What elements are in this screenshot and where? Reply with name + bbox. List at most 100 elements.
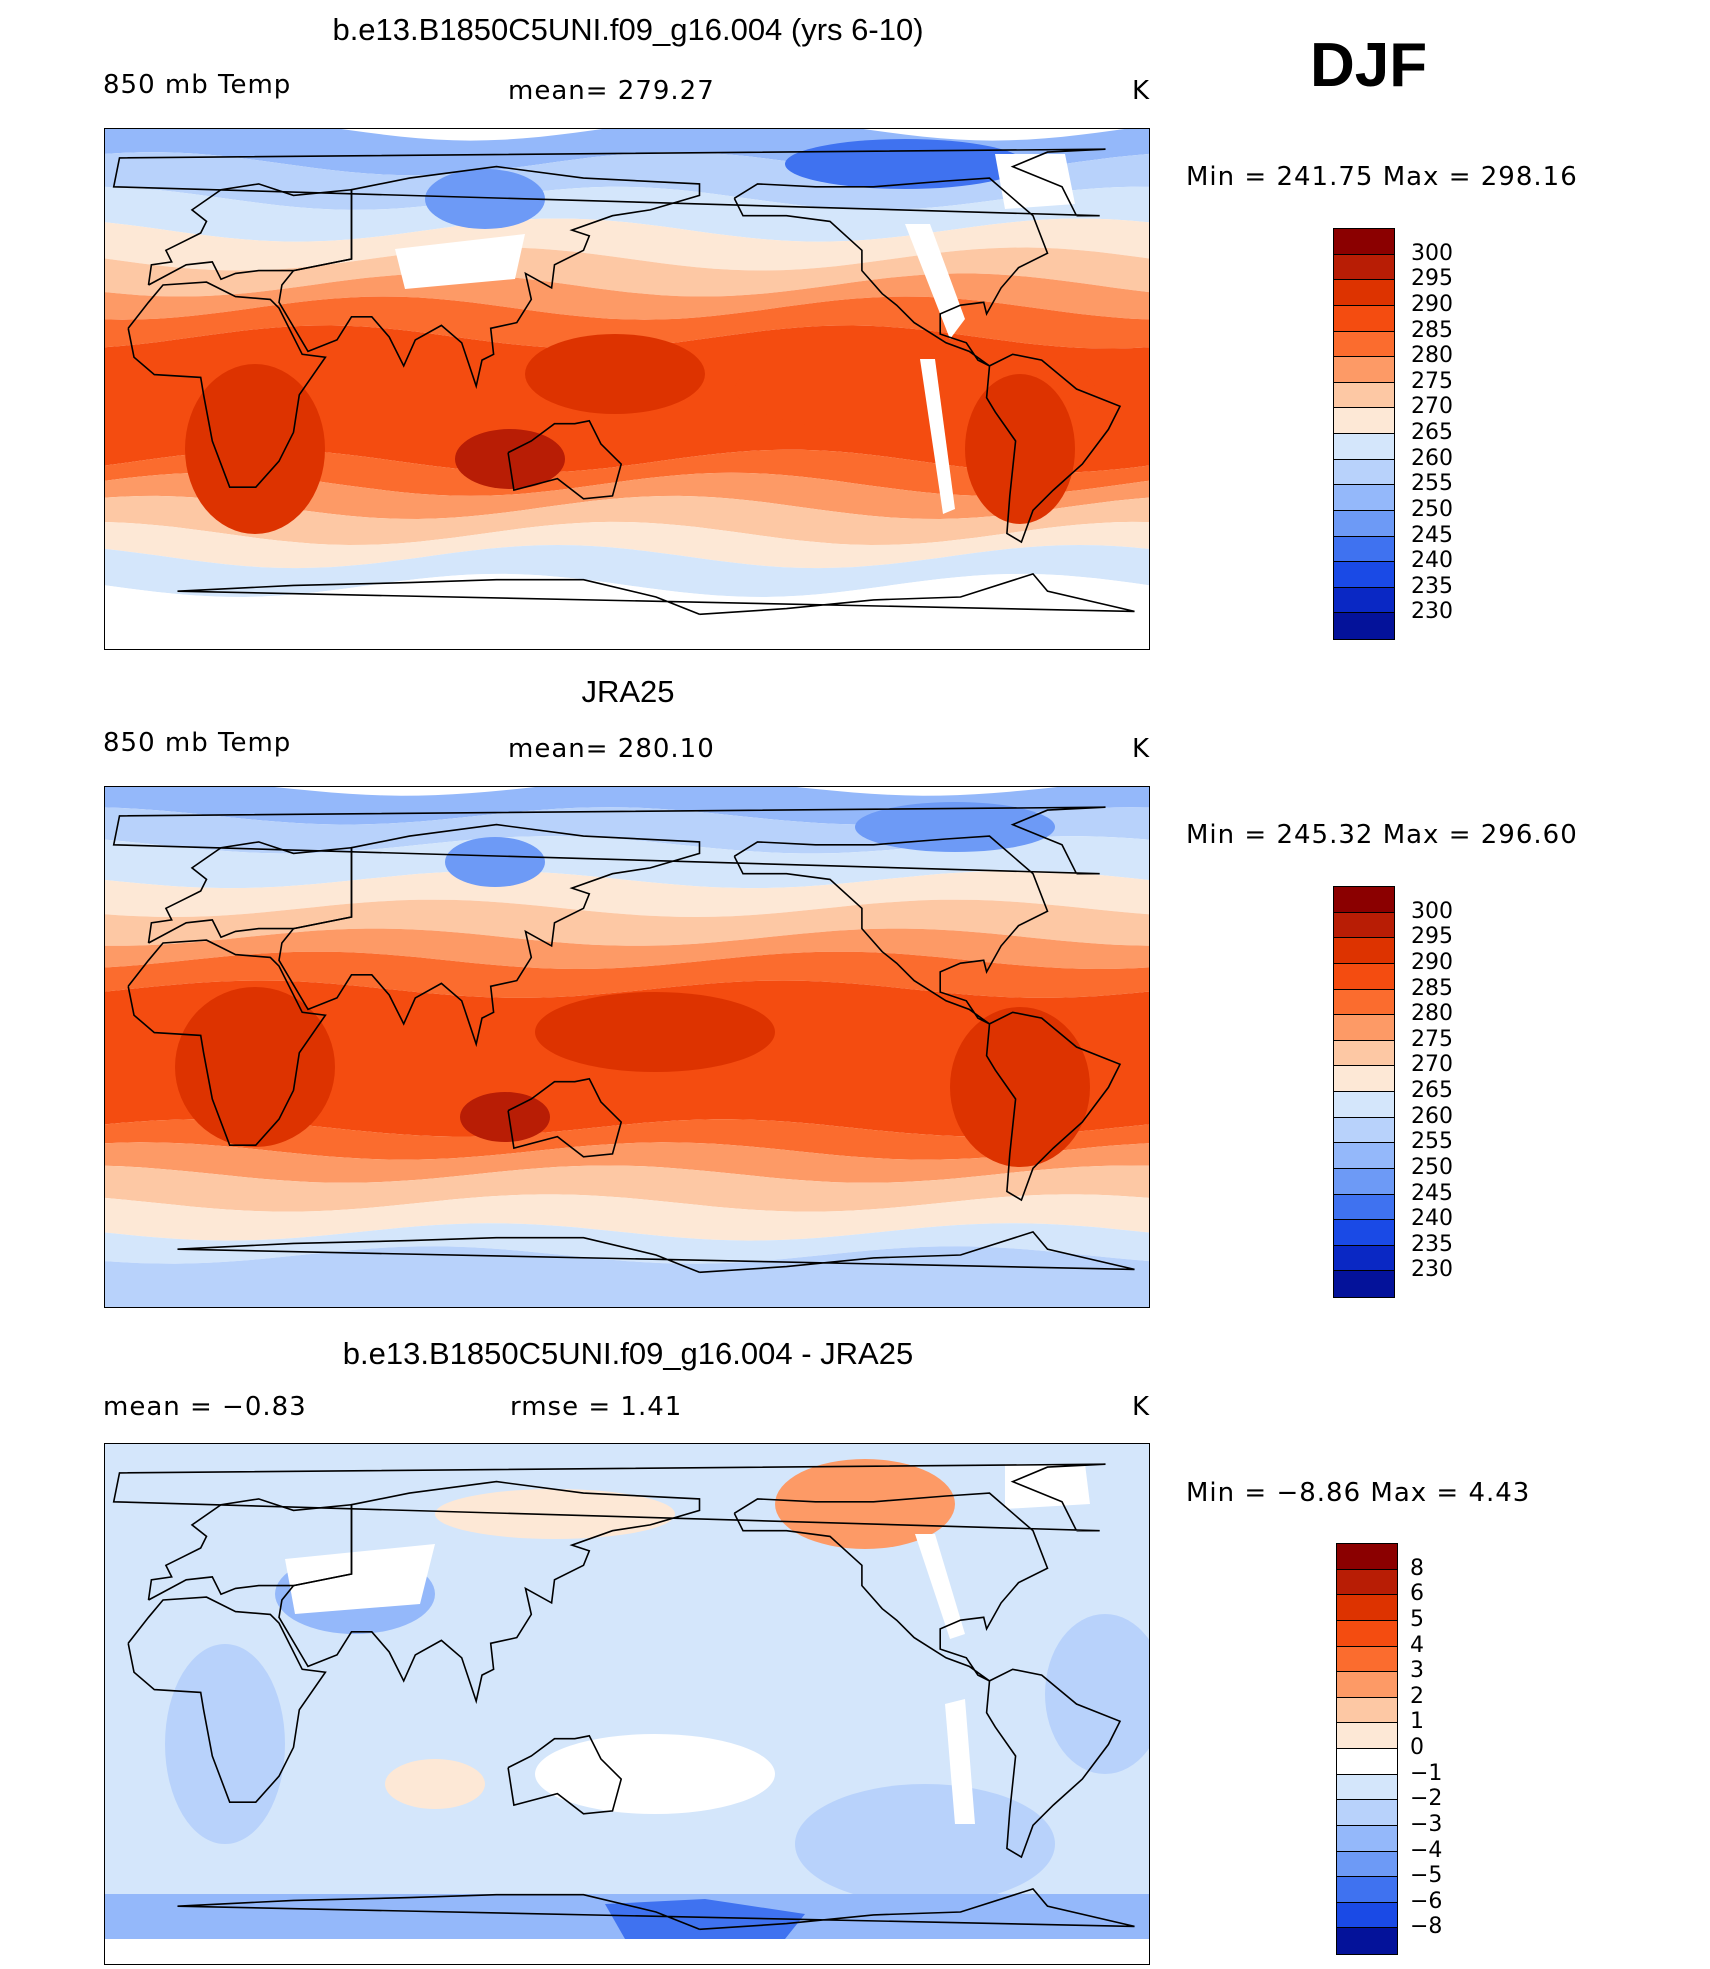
colorbar-swatch (1334, 1245, 1394, 1272)
colorbar-label: 300 (1411, 240, 1453, 266)
season-label: DJF (1310, 31, 1428, 100)
colorbar-swatch (1334, 459, 1394, 486)
temperature-band (105, 521, 1149, 569)
panel-3-map (104, 1443, 1150, 1965)
field-blob (425, 169, 545, 229)
temperature-band (105, 1246, 1149, 1307)
panel-3-title: b.e13.B1850C5UNI.f09_g16.004 - JRA25 (342, 1336, 914, 1371)
colorbar-label: 280 (1411, 343, 1453, 369)
coastline-europe (147, 1498, 353, 1601)
field-blob (950, 1007, 1090, 1167)
colorbar-label: 285 (1411, 317, 1453, 343)
temperature-band (105, 273, 1149, 320)
panel-3-rmse-label: rmse = 1.41 (510, 1392, 683, 1422)
colorbar-swatch (1337, 1877, 1397, 1903)
colorbar-swatch (1337, 1544, 1397, 1570)
panel-2-map-field (105, 787, 1149, 1307)
missing-data-region (920, 359, 955, 514)
temperature-band (105, 836, 1149, 889)
panel-2-colorbar (1333, 886, 1395, 1298)
field-blob (775, 1459, 955, 1549)
coastline-australia (507, 419, 623, 500)
colorbar-swatch (1334, 1117, 1394, 1144)
coastline-greenland (112, 806, 1106, 875)
coastline-greenland (112, 1463, 1106, 1532)
field-blob (795, 1784, 1055, 1904)
temperature-band (105, 1119, 1149, 1160)
missing-data-region (285, 1544, 435, 1614)
colorbar-label: 290 (1411, 949, 1453, 975)
colorbar-label: 260 (1411, 445, 1453, 471)
colorbar-label: 8 (1410, 1555, 1424, 1581)
temperature-band (105, 899, 1149, 946)
panel-1-variable-label: 850 mb Temp (103, 70, 292, 100)
colorbar-label: 235 (1411, 1231, 1453, 1257)
colorbar-label: 0 (1410, 1735, 1424, 1760)
colorbar-label: 5 (1410, 1606, 1424, 1632)
colorbar-label: 265 (1411, 420, 1453, 445)
colorbar-swatch (1334, 613, 1394, 639)
colorbar-swatch (1337, 1620, 1397, 1647)
coastline-antarctica (177, 572, 1135, 616)
colorbar-label: 290 (1411, 291, 1453, 317)
colorbar-label: 235 (1411, 573, 1453, 599)
field-blob (525, 334, 705, 414)
colorbar-label: 245 (1411, 522, 1453, 548)
panel-3-mean-label: mean = −0.83 (103, 1392, 307, 1422)
colorbar-label: −4 (1410, 1837, 1443, 1863)
colorbar-label: 230 (1411, 599, 1453, 625)
temperature-band (105, 928, 1149, 969)
colorbar-label: 6 (1410, 1581, 1424, 1607)
colorbar-swatch (1334, 1092, 1394, 1118)
panel-1-map-field (105, 129, 1149, 649)
coastline-europe (147, 183, 353, 286)
colorbar-label: 260 (1411, 1103, 1453, 1129)
colorbar-label: 285 (1411, 975, 1453, 1001)
colorbar-swatch (1337, 1569, 1397, 1596)
missing-data-region (255, 634, 1135, 649)
colorbar-swatch (1334, 587, 1394, 614)
coastline-asia (278, 165, 701, 390)
colorbar-label: 4 (1410, 1632, 1424, 1658)
colorbar-label: 255 (1411, 1129, 1453, 1155)
colorbar-swatch (1337, 1800, 1397, 1826)
colorbar-label: 3 (1410, 1658, 1424, 1684)
field-blob (965, 374, 1075, 524)
temperature-band (105, 951, 1149, 998)
colorbar-label: 275 (1411, 1026, 1453, 1052)
colorbar-swatch (1334, 1220, 1394, 1246)
panel-1-map (104, 128, 1150, 650)
field-blob (185, 364, 325, 534)
colorbar-swatch (1337, 1928, 1397, 1954)
field-blob (785, 139, 1025, 189)
colorbar-swatch (1337, 1902, 1397, 1929)
missing-data-region (915, 1534, 965, 1639)
coastline-australia (507, 1734, 623, 1815)
colorbar-label: 295 (1411, 266, 1453, 292)
colorbar-swatch (1337, 1646, 1397, 1673)
colorbar-swatch (1334, 1194, 1394, 1221)
colorbar-label: 255 (1411, 471, 1453, 497)
temperature-band (105, 247, 1149, 297)
colorbar-label: −1 (1410, 1760, 1443, 1786)
temperature-band (105, 495, 1149, 545)
colorbar-swatch (1334, 510, 1394, 537)
colorbar-swatch (1337, 1774, 1397, 1801)
colorbar-swatch (1334, 562, 1394, 588)
colorbar-swatch (1334, 408, 1394, 434)
colorbar-label: 270 (1411, 1052, 1453, 1078)
colorbar-swatch (1337, 1723, 1397, 1749)
colorbar-label: 275 (1411, 368, 1453, 394)
colorbar-swatch (1334, 938, 1394, 964)
panel-2-variable-label: 850 mb Temp (103, 728, 292, 758)
panel-2-units-label: K (1132, 734, 1151, 764)
colorbar-swatch (1337, 1672, 1397, 1698)
panel-2-map (104, 786, 1150, 1308)
colorbar-swatch (1337, 1595, 1397, 1621)
colorbar-label: 230 (1411, 1257, 1453, 1283)
colorbar-swatch (1334, 229, 1394, 255)
colorbar-swatch (1334, 912, 1394, 939)
colorbar-label: 270 (1411, 394, 1453, 420)
colorbar-label: 250 (1411, 1154, 1453, 1180)
temperature-band (105, 296, 1149, 349)
